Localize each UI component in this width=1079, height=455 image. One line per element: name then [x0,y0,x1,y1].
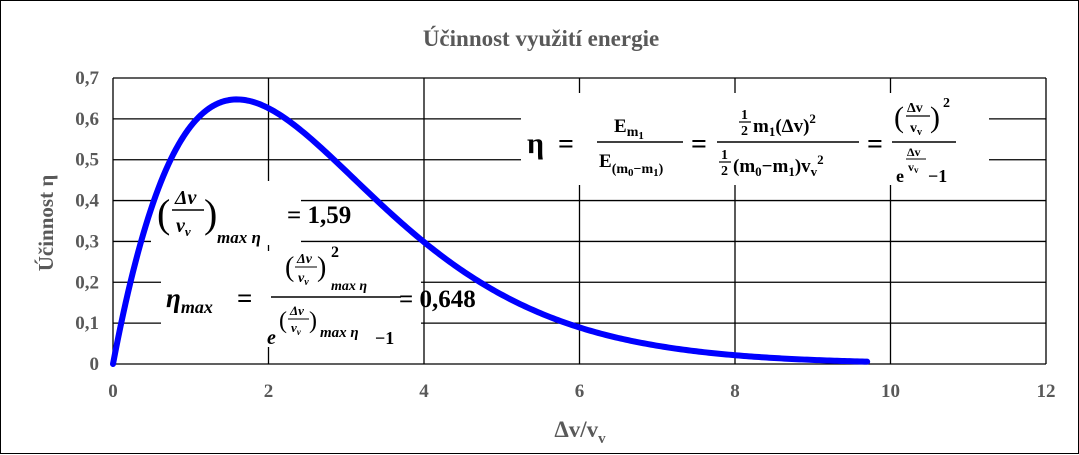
eta-max-num-lparen: ( [285,252,294,283]
x-axis-label-sub: v [598,431,606,447]
y-tick-label: 0,7 [75,68,99,89]
x-axis-label: Δv/vv [554,417,606,447]
y-axis-label: Účinnost η [34,175,58,272]
x-tick-labels: 0 2 4 6 8 10 12 [108,381,1055,402]
eta-max-e-lparen: ( [279,308,287,334]
x-tick-label: 4 [419,381,429,402]
f2-half-den: 2 [741,124,748,139]
y-tick-label: 0,3 [75,231,99,252]
f3-den-exp-num: Δv [907,145,921,159]
eta-max-num-frac-den: vv [298,271,309,288]
eta-max-e-tail: −1 [375,328,394,348]
f3-inner-den: vv [910,121,922,138]
eta-max-e-frac-num: Δv [289,303,304,318]
eta-max-num-sub: max η [331,279,367,294]
f3-den-tail: −1 [928,166,947,186]
y-tick-label: 0,6 [75,109,99,130]
efficiency-curve [110,96,871,367]
ratio-rparen: ) [204,191,217,236]
f2-half-num: 1 [741,108,748,123]
x-tick-label: 8 [730,381,740,402]
eta-max-e-sub: max η [320,325,359,341]
f2-denominator: (m0−m1)vv2 [733,152,824,179]
main-formula-box [521,93,989,185]
x-tick-label: 0 [108,381,118,402]
ratio-value: = 1,59 [287,202,351,229]
y-tick-label: 0 [90,354,100,375]
x-tick-label: 10 [881,381,900,402]
eta-max-value: = 0,648 [399,286,476,313]
y-tick-label: 0,1 [75,313,99,334]
y-tick-label: 0,2 [75,272,99,293]
y-tick-label: 0,4 [75,191,99,212]
ratio-den: vv [176,215,191,239]
y-tick-label: 0,5 [75,150,99,171]
f3-rparen: ) [930,101,940,134]
f3-lparen: ( [894,101,904,134]
f2-den-half-num: 1 [721,148,728,163]
eta-max-num-frac-num: Δv [296,252,313,267]
main-formula: η = Em1 E(m0−m1) = 1 2 m1(Δv)2 1 2 (m0−m… [527,96,956,186]
f3-den-base: e [896,166,904,186]
f3-exp: 2 [943,96,950,111]
chart-title: Účinnost využití energie [423,26,659,51]
eta-max-formula-box [161,251,421,347]
eta-max-lhs: ηmax [166,283,213,317]
f2-numerator: m1(Δv)2 [753,111,816,139]
eta-max-num-rparen: ) [317,252,326,283]
eta-max-e-rparen: ) [309,308,317,334]
f1-numerator: Em1 [614,116,644,142]
y-tick-labels: 0 0,1 0,2 0,3 0,4 0,5 0,6 0,7 [75,68,99,375]
f3-inner-num: Δv [907,101,923,116]
ratio-formula: ( Δv vv ) max η = 1,59 [157,187,351,247]
ratio-num: Δv [174,187,198,209]
main-eq-2: = [691,129,707,160]
f1-denominator: E(m0−m1) [599,151,664,179]
ratio-formula-box [151,181,301,245]
x-tick-label: 2 [264,381,274,402]
x-tick-label: 6 [575,381,585,402]
ratio-lparen: ( [157,191,170,236]
eta-max-num-exp: 2 [331,244,339,261]
main-eq-1: = [558,129,574,160]
eta-max-e: e [267,327,276,349]
eta-max-e-frac-den: vv [291,320,302,337]
f3-den-exp-den: vv [908,160,919,175]
x-tick-label: 12 [1037,381,1056,402]
eta-max-formula: ηmax = ( Δv vv ) 2 max η = 0,648 e ( Δv … [166,244,476,349]
x-axis-label-main: Δv/v [554,417,598,442]
eta-max-eq: = [237,283,252,313]
f2-den-half-den: 2 [721,164,728,179]
ratio-sub: max η [217,228,261,247]
main-eq-3: = [867,129,883,160]
main-eta: η [527,127,544,160]
series-layer [110,96,871,367]
